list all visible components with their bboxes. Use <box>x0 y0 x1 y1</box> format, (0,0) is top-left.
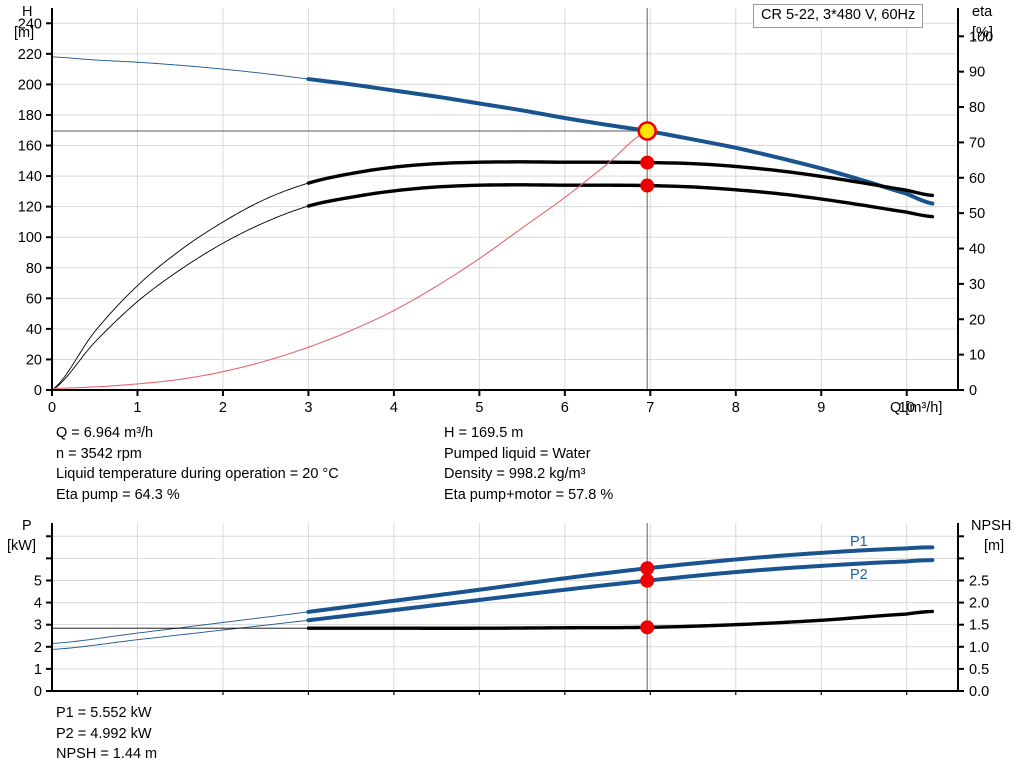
tick-label-right: 10 <box>969 348 985 364</box>
info-block-bottom: P1 = 5.552 kW P2 = 4.992 kW NPSH = 1.44 … <box>56 703 157 765</box>
tick-label-bottom: 8 <box>732 400 740 416</box>
info-right-0: H = 169.5 m <box>444 425 524 441</box>
info-bottom-1: P2 = 4.992 kW <box>56 725 152 742</box>
curve-npsh-scaled-on-head-panel- <box>51 130 648 390</box>
tick-label-right: 80 <box>969 100 985 116</box>
tick-label-bottom: 0 <box>48 400 56 416</box>
tick-label-bottom: 9 <box>817 400 825 416</box>
tick-label-right: 50 <box>969 206 985 222</box>
info-right-1: Pumped liquid = Water <box>444 445 591 462</box>
tick-label-bottom: 6 <box>561 400 569 416</box>
curve-p1 <box>306 545 935 614</box>
info-bottom-0: P1 = 5.552 kW <box>56 705 152 721</box>
tick-label-right: 0 <box>969 383 977 399</box>
top-y-right-axis-unit: [%] <box>972 25 993 41</box>
tick-label-right: 0.0 <box>969 684 989 700</box>
bottom-y-left-axis-label: P <box>22 518 32 534</box>
tick-label-left: 80 <box>26 261 42 277</box>
tick-label-right: 20 <box>969 312 985 328</box>
npsh-point[interactable] <box>640 620 655 635</box>
tick-label-right: 70 <box>969 135 985 151</box>
p1-curve-label: P1 <box>850 534 868 550</box>
tick-label-right: 30 <box>969 277 985 293</box>
duty-point[interactable] <box>637 121 658 141</box>
eta-pump-point[interactable] <box>640 155 655 170</box>
info-left-0: Q = 6.964 m³/h <box>56 425 154 441</box>
tick-label-left: 1 <box>34 662 42 678</box>
info-right-3: Eta pump+motor = 57.8 % <box>444 486 614 503</box>
info-bottom-2: NPSH = 1.44 m <box>56 746 158 762</box>
tick-label-left: 200 <box>18 77 42 93</box>
tick-label-left: 160 <box>18 139 42 155</box>
tick-label-bottom: 5 <box>475 400 483 416</box>
tick-label-left: 220 <box>18 47 42 63</box>
tick-label-left: 0 <box>34 684 42 700</box>
info-block-right: H = 169.5 m Pumped liquid = Water Densit… <box>444 423 613 505</box>
tick-label-left: 5 <box>34 573 42 589</box>
p2-point[interactable] <box>640 573 655 588</box>
tick-label-bottom: 10 <box>899 400 915 416</box>
tick-label-right: 60 <box>969 171 985 187</box>
power-npsh-chart: 0 1 2 3 4 5 0.0 0.5 1.0 1.5 2.0 2.5 <box>34 523 989 700</box>
tick-label-left: 40 <box>26 322 42 338</box>
curve-npsh <box>306 609 935 630</box>
info-block-left: Q = 6.964 m³/h n = 3542 rpm Liquid tempe… <box>56 423 339 505</box>
tick-label-left: 120 <box>18 200 42 216</box>
top-x-axis-label: Q [m³/h] <box>890 400 943 416</box>
bottom-y-right-axis-label: NPSH <box>971 518 1012 534</box>
tick-label-right: 100 <box>969 29 993 45</box>
curve-h-head--thin <box>51 56 309 80</box>
tick-label-left: 60 <box>26 291 42 307</box>
info-left-2: Liquid temperature during operation = 20… <box>56 466 339 482</box>
curve-p2 <box>306 558 935 623</box>
tick-label-right: 1.5 <box>969 618 989 634</box>
tick-label-left: 100 <box>18 230 42 246</box>
tick-label-right: 2.0 <box>969 596 989 612</box>
tick-label-right: 90 <box>969 65 985 81</box>
curve-h-head- <box>306 77 935 206</box>
chart-title-box: CR 5-22, 3*480 V, 60Hz <box>753 4 924 28</box>
tick-label-bottom: 1 <box>133 400 141 416</box>
plot-background <box>52 8 958 390</box>
tick-label-left: 0 <box>34 383 42 399</box>
bottom-y-right-axis-unit: [m] <box>984 538 1005 554</box>
tick-label-right: 1.0 <box>969 640 989 656</box>
top-y-left-axis-label: H <box>22 4 33 20</box>
top-y-left-axis-unit: [m] <box>14 25 35 41</box>
tick-label-left: 4 <box>34 596 42 612</box>
curve-eta-pump-motor <box>306 183 935 219</box>
tick-label-right: 2.5 <box>969 573 989 589</box>
tick-label-left: 20 <box>26 352 42 368</box>
p2-curve-label: P2 <box>850 567 868 583</box>
curve-p2-thin <box>51 619 309 650</box>
head-eta-chart: 0204060801001201401601802002202400102030… <box>18 8 993 416</box>
info-right-2: Density = 998.2 kg/m³ <box>444 466 586 482</box>
tick-label-right: 40 <box>969 242 985 258</box>
curve-eta-pump <box>306 160 935 198</box>
tick-label-bottom: 2 <box>219 400 227 416</box>
curve-eta-pump-thin <box>51 182 309 391</box>
plot-background <box>52 523 958 691</box>
eta-pump-motor-point[interactable] <box>640 178 655 193</box>
tick-label-left: 240 <box>18 16 42 32</box>
info-left-3: Eta pump = 64.3 % <box>56 486 180 503</box>
tick-label-bottom: 3 <box>304 400 312 416</box>
p1-point[interactable] <box>640 561 655 576</box>
curve-eta-pump-motor-thin <box>51 205 309 391</box>
tick-label-left: 180 <box>18 108 42 124</box>
tick-label-left: 3 <box>34 618 42 634</box>
tick-label-left: 140 <box>18 169 42 185</box>
top-y-right-axis-label: eta <box>972 4 993 20</box>
info-left-1: n = 3542 rpm <box>56 445 142 462</box>
tick-label-bottom: 7 <box>646 400 654 416</box>
tick-label-bottom: 4 <box>390 400 398 416</box>
tick-label-right: 0.5 <box>969 662 989 678</box>
bottom-y-left-axis-unit: [kW] <box>7 538 36 554</box>
tick-label-left: 2 <box>34 640 42 656</box>
